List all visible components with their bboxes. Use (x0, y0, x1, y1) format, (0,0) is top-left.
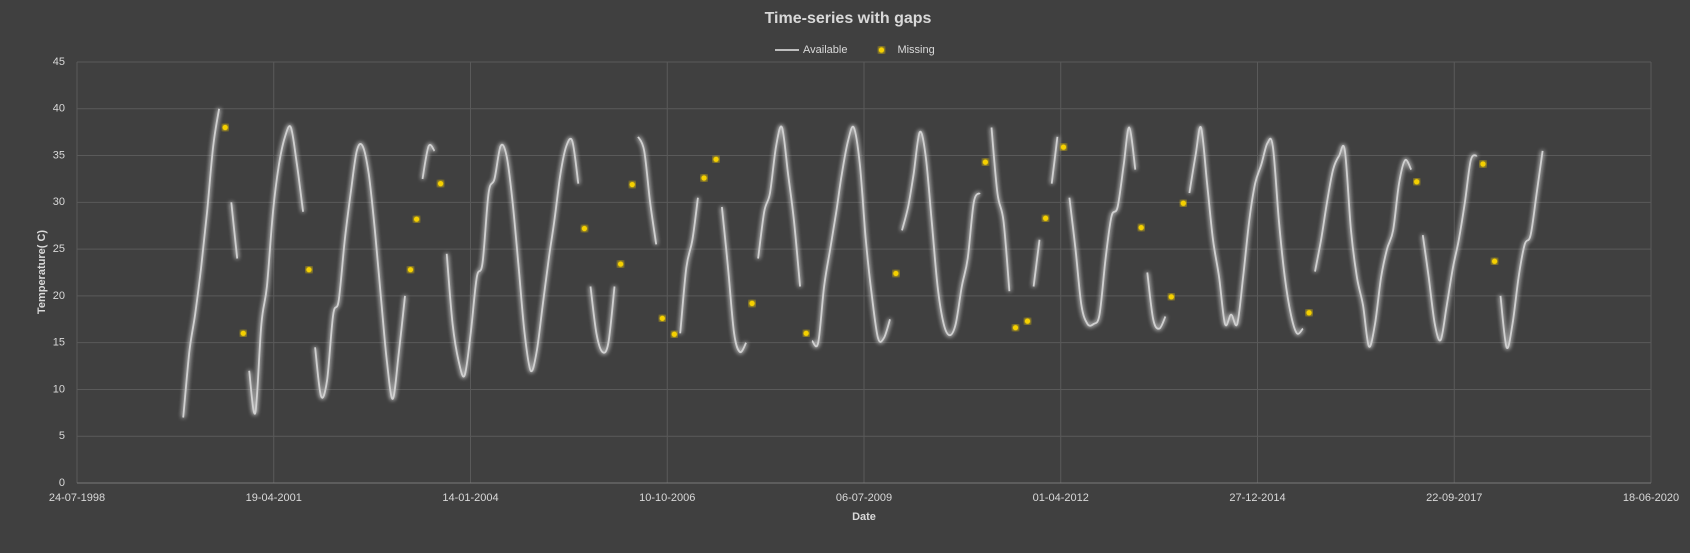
data-point (1168, 294, 1174, 300)
data-point (701, 175, 707, 181)
data-point (1012, 325, 1019, 331)
data-point (240, 330, 246, 336)
data-point (893, 270, 899, 277)
x-tick-label: 22-09-2017 (1426, 492, 1482, 504)
data-point (803, 330, 809, 336)
y-tick-label: 0 (59, 477, 65, 489)
y-tick-label: 35 (53, 149, 65, 161)
data-point (407, 267, 414, 273)
legend-label: Available (803, 44, 847, 56)
data-point (618, 261, 624, 267)
data-point (982, 159, 988, 165)
y-axis-title: Temperature( C) (36, 230, 48, 314)
y-tick-label: 10 (53, 383, 65, 395)
data-point (1138, 224, 1144, 231)
data-point (1043, 215, 1049, 221)
y-tick-label: 40 (53, 103, 65, 115)
y-tick-label: 15 (53, 337, 65, 349)
data-line (182, 108, 1544, 418)
x-tick-label: 14-01-2004 (442, 492, 498, 504)
y-tick-label: 20 (53, 290, 65, 302)
legend-swatch (878, 47, 885, 53)
data-point (629, 181, 635, 188)
x-tick-label: 24-07-1998 (49, 492, 105, 504)
data-point (222, 124, 228, 131)
data-point (1414, 179, 1420, 185)
x-tick-label: 18-06-2020 (1623, 492, 1679, 504)
y-tick-label: 45 (53, 56, 65, 68)
y-tick-label: 25 (53, 243, 65, 255)
y-tick-label: 5 (59, 430, 65, 442)
legend: Available Missing (775, 44, 935, 56)
data-point (1060, 144, 1067, 150)
data-point (1480, 161, 1486, 167)
data-point (1491, 258, 1498, 264)
x-tick-label: 27-12-2014 (1229, 492, 1285, 504)
chart-title: Time-series with gaps (765, 10, 932, 27)
data-point (413, 216, 420, 222)
data-point (749, 300, 755, 306)
x-tick-label: 06-07-2009 (836, 492, 892, 504)
data-point (713, 156, 719, 162)
data-point (1180, 200, 1186, 206)
data-point (437, 181, 444, 187)
x-tick-label: 10-10-2006 (639, 492, 695, 504)
x-tick-label: 01-04-2012 (1033, 492, 1089, 504)
y-tick-label: 30 (53, 196, 65, 208)
x-axis-title: Date (852, 511, 876, 523)
data-point (1306, 310, 1312, 316)
data-point (1024, 318, 1031, 324)
data-point (581, 225, 588, 232)
data-point (671, 331, 677, 337)
data-point (659, 315, 665, 321)
legend-label: Missing (897, 44, 934, 56)
x-tick-label: 19-04-2001 (246, 492, 302, 504)
data-point (306, 267, 312, 273)
